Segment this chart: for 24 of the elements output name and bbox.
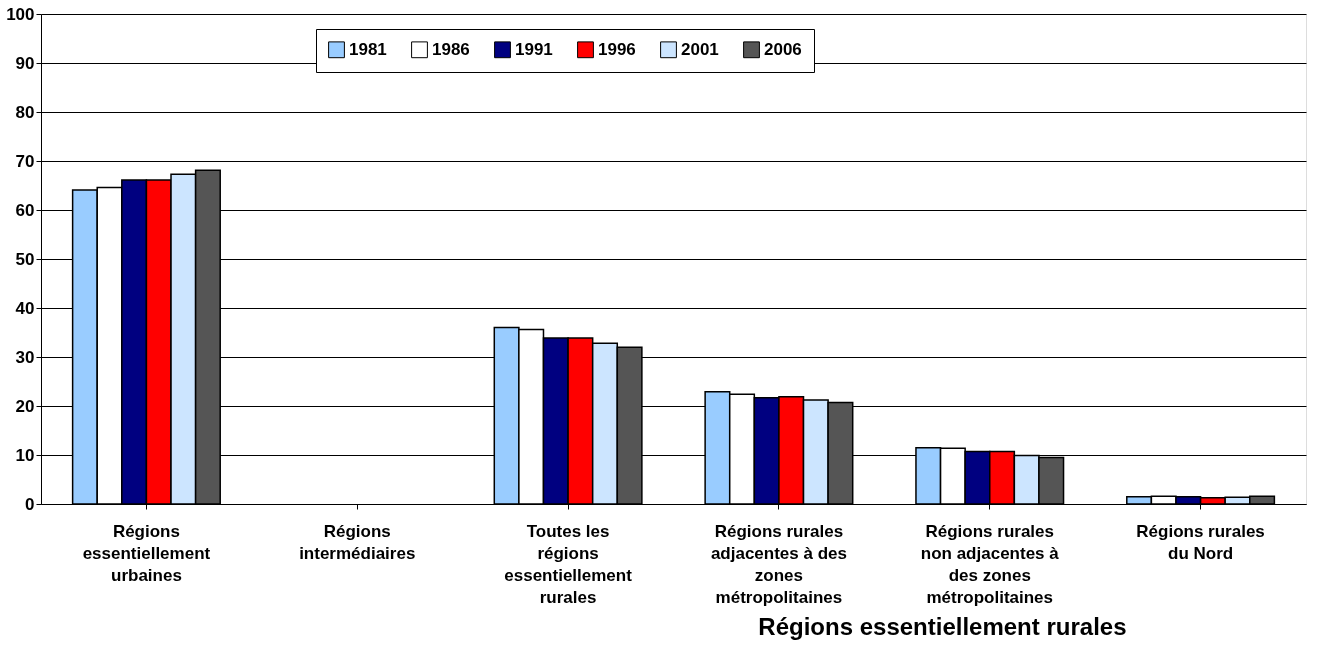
x-tick-label: Régions rurales non adjacentes à des zones métropolitaines bbox=[920, 521, 1060, 607]
y-tick-label: 60 bbox=[15, 200, 35, 220]
y-tick-label: 0 bbox=[25, 494, 35, 514]
legend-label: 1991 bbox=[515, 39, 553, 59]
y-tick-label: 20 bbox=[15, 396, 35, 416]
x-tick-label: Régions rurales du Nord bbox=[1136, 521, 1265, 563]
legend-label: 1996 bbox=[598, 39, 636, 59]
legend-label: 2001 bbox=[681, 39, 719, 59]
legend-label: 2006 bbox=[764, 39, 802, 59]
legend-label: 1981 bbox=[349, 39, 387, 59]
y-tick-label: 80 bbox=[15, 102, 35, 122]
x-tick-label: Toutes les régions essentiellement rurales bbox=[504, 521, 633, 607]
y-tick-label: 50 bbox=[15, 249, 35, 269]
x-tick-label: Régions intermédiaires bbox=[299, 521, 416, 563]
y-tick-label: 40 bbox=[15, 298, 35, 318]
y-tick-label: 90 bbox=[15, 53, 35, 73]
legend-label: 1986 bbox=[432, 39, 470, 59]
y-tick-label: 30 bbox=[15, 347, 35, 367]
y-tick-label: 100 bbox=[6, 4, 35, 24]
x-tick-label: Régions rurales adjacentes à des zones métropolitaines bbox=[710, 521, 847, 607]
y-tick-label: 70 bbox=[15, 151, 35, 171]
x-axis-title: Régions essentiellement rurales bbox=[758, 612, 1127, 640]
y-tick-label: 10 bbox=[15, 445, 35, 465]
x-tick-label: Régions essentiellement urbaines bbox=[82, 521, 211, 585]
